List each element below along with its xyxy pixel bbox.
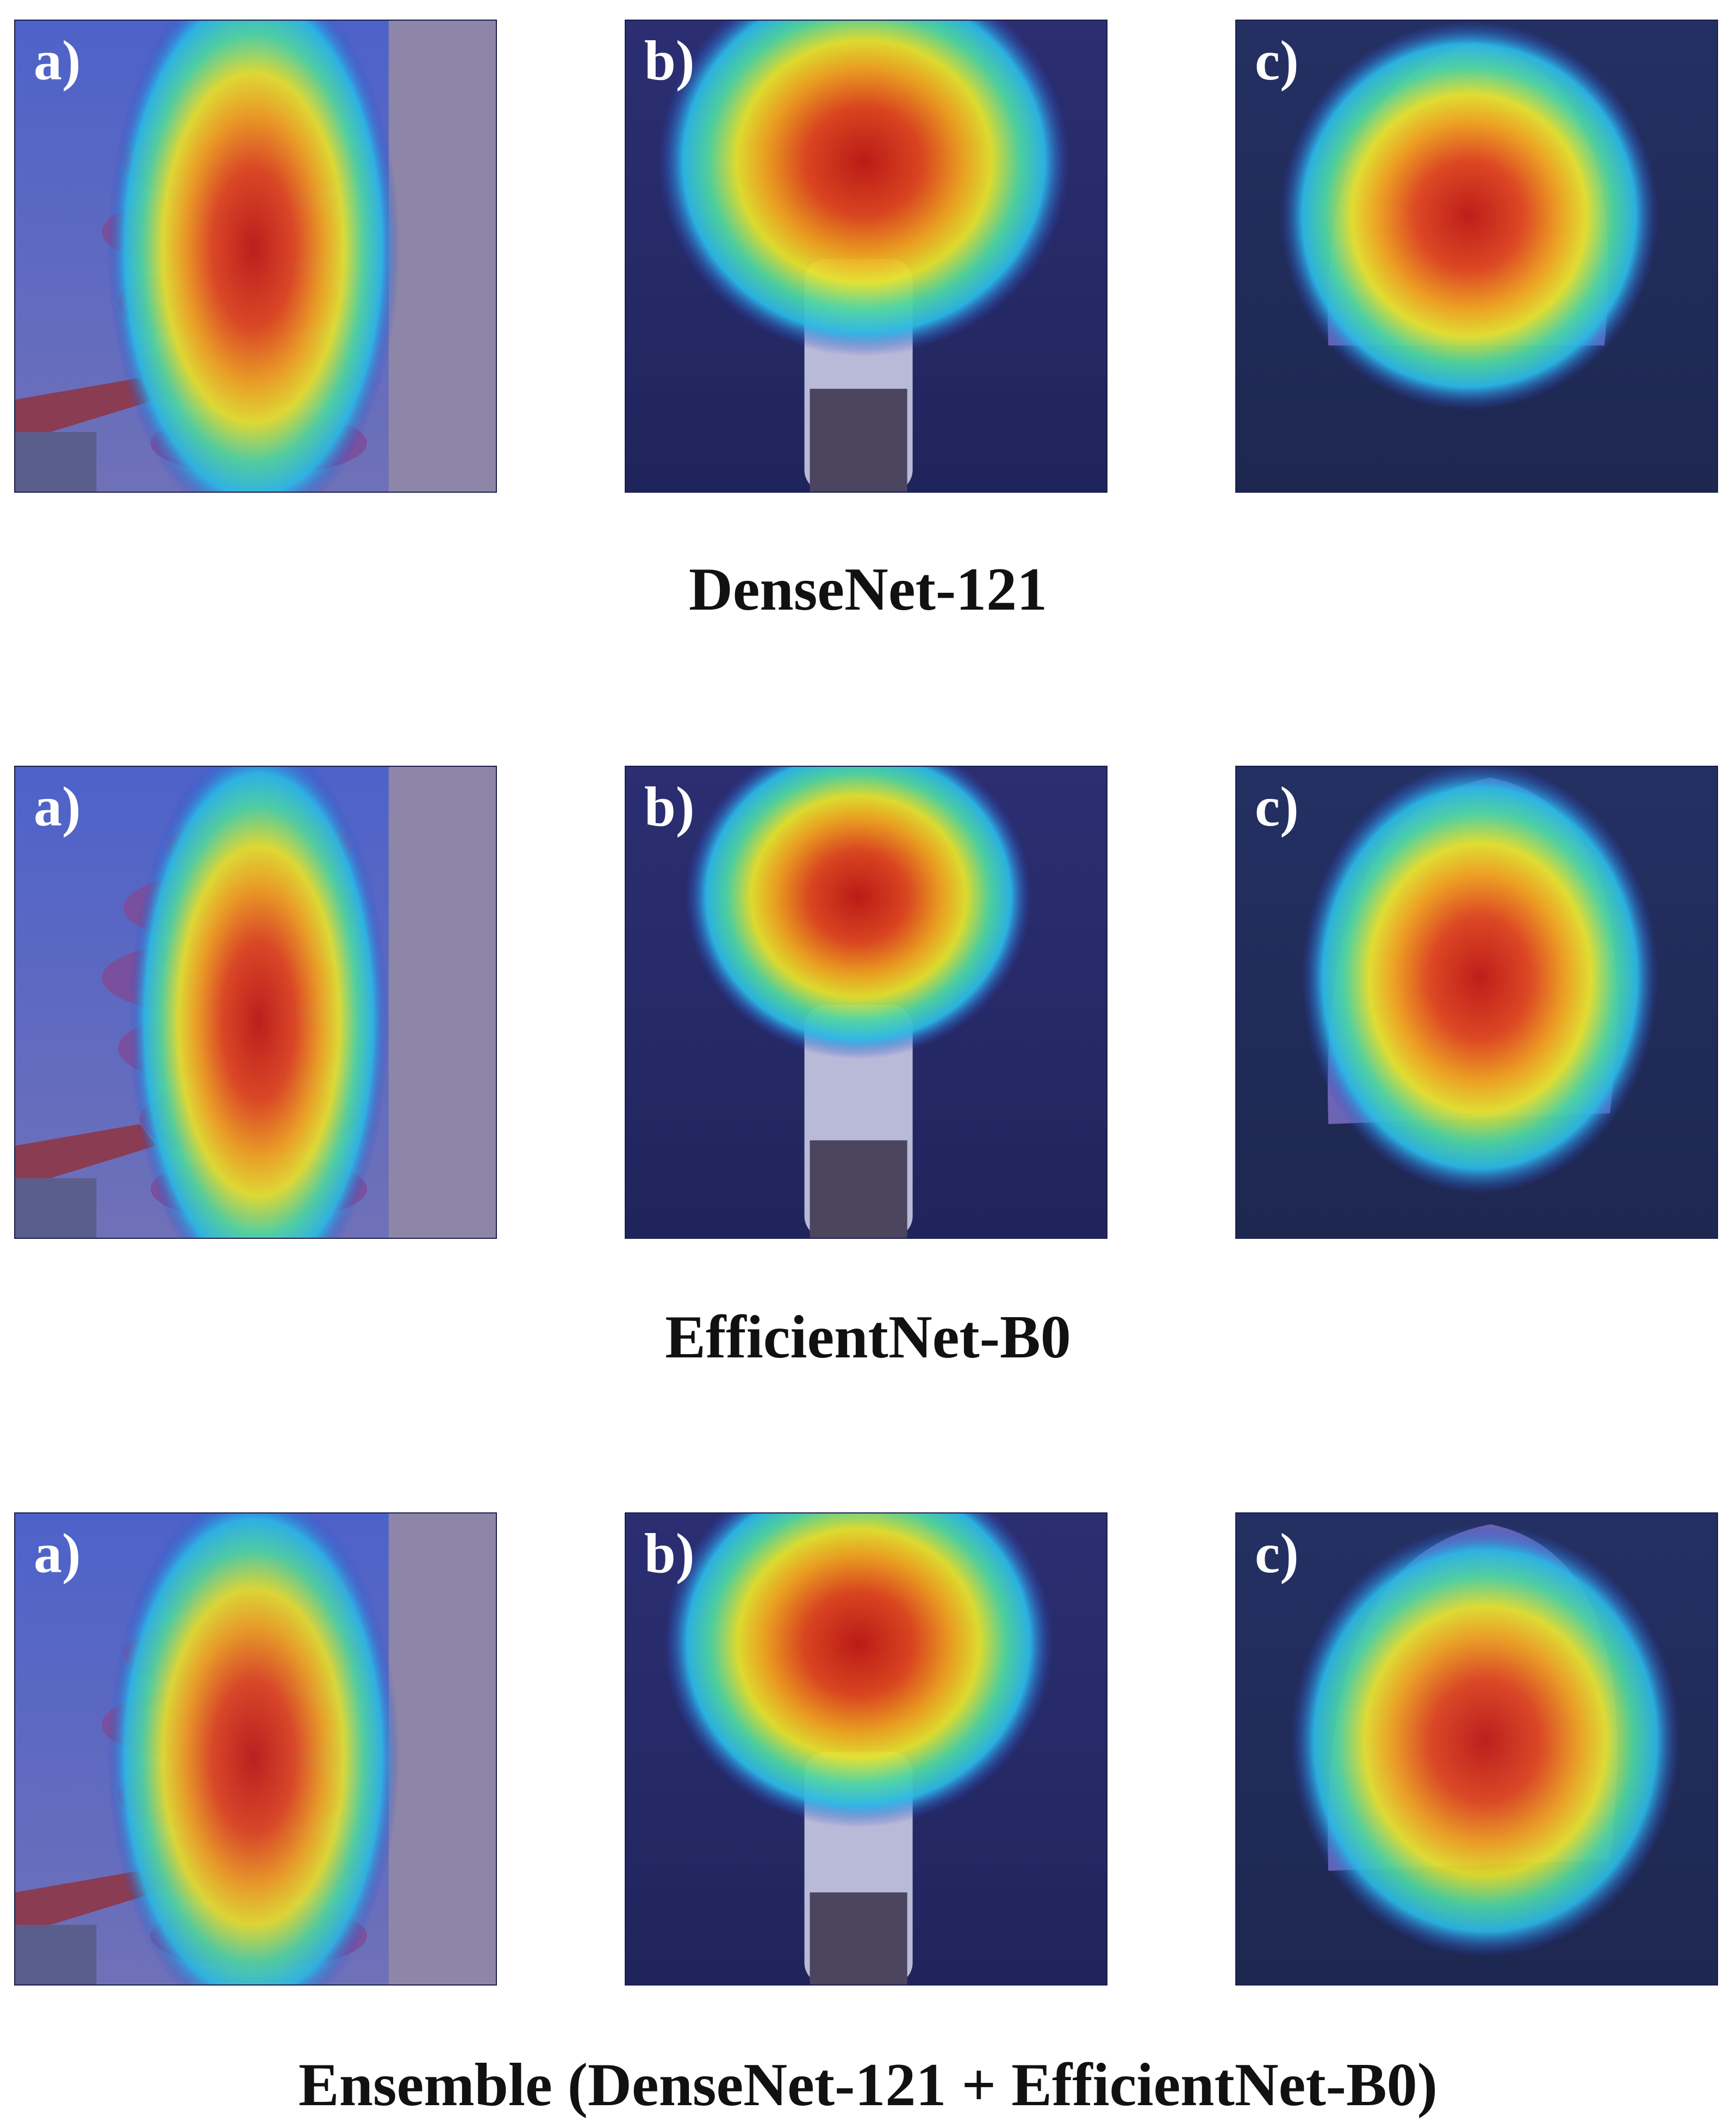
shaggy-ink-cap-heatmap-image bbox=[1236, 21, 1717, 492]
heatmap-panel-c-efficientnet: c) bbox=[1235, 766, 1718, 1239]
stinkhorn-mushroom-heatmap-image bbox=[626, 767, 1106, 1238]
row-caption-ensemble: Ensemble (DenseNet-121 + EfficientNet-B0… bbox=[298, 2051, 1438, 2119]
panel-label-c: c) bbox=[1255, 29, 1299, 92]
heatmap-panel-c-ensemble: c) bbox=[1235, 1512, 1718, 1986]
heatmap-panel-b-efficientnet: b) bbox=[625, 766, 1107, 1239]
panel-label-c: c) bbox=[1255, 775, 1299, 838]
stinkhorn-mushroom-heatmap-image bbox=[626, 1513, 1106, 1984]
shaggy-ink-cap-heatmap-image bbox=[1236, 767, 1717, 1238]
heatmap-panel-a-efficientnet: a) bbox=[14, 766, 497, 1239]
row-caption-efficientnet: EfficientNet-B0 bbox=[665, 1304, 1071, 1371]
heatmap-panel-a-densenet: a) bbox=[14, 20, 497, 493]
oyster-mushroom-heatmap-image bbox=[15, 767, 496, 1238]
heatmap-panel-b-densenet: b) bbox=[625, 20, 1107, 493]
panel-label-a: a) bbox=[34, 29, 81, 92]
panel-label-c: c) bbox=[1255, 1522, 1299, 1585]
oyster-mushroom-heatmap-image bbox=[15, 21, 496, 492]
stinkhorn-mushroom-heatmap-image bbox=[626, 21, 1106, 492]
oyster-mushroom-heatmap-image bbox=[15, 1513, 496, 1984]
heatmap-panel-c-densenet: c) bbox=[1235, 20, 1718, 493]
heatmap-panel-b-ensemble: b) bbox=[625, 1512, 1107, 1986]
panel-label-b: b) bbox=[644, 1522, 695, 1585]
panel-label-b: b) bbox=[644, 29, 695, 92]
row-caption-densenet: DenseNet-121 bbox=[688, 556, 1048, 623]
panel-label-a: a) bbox=[34, 775, 81, 838]
panel-label-b: b) bbox=[644, 775, 695, 838]
shaggy-ink-cap-heatmap-image bbox=[1236, 1513, 1717, 1984]
heatmap-panel-a-ensemble: a) bbox=[14, 1512, 497, 1986]
panel-label-a: a) bbox=[34, 1522, 81, 1585]
